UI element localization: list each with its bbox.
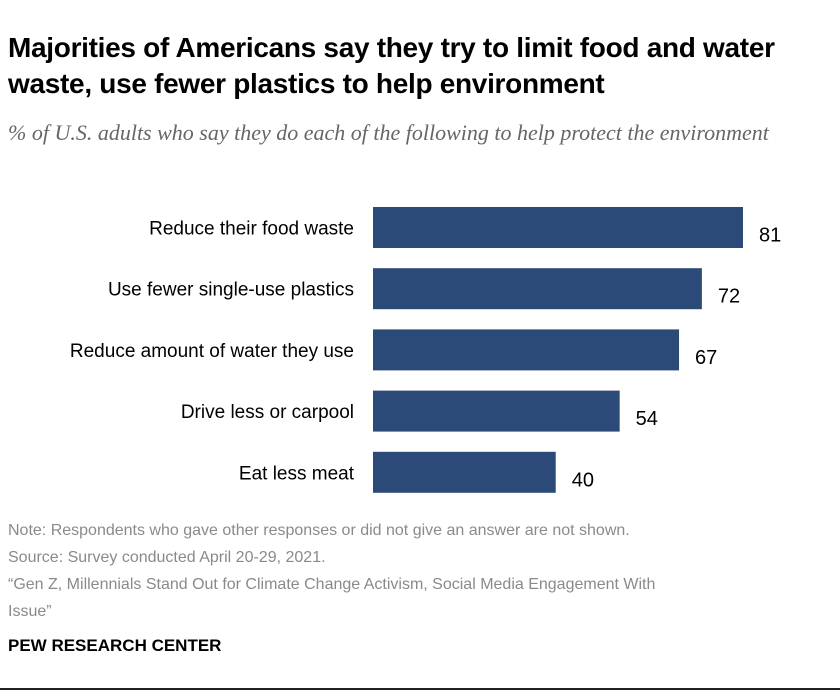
- category-label: Use fewer single-use plastics: [108, 280, 354, 301]
- category-label: Reduce their food waste: [149, 219, 354, 240]
- category-label: Drive less or carpool: [181, 402, 354, 423]
- category-label: Reduce amount of water they use: [70, 341, 354, 362]
- source-text: Source: Survey conducted April 20-29, 20…: [8, 549, 326, 566]
- bar: [373, 268, 702, 310]
- value-label: 81: [759, 225, 781, 247]
- pew-logo-text: PEW RESEARCH CENTER: [8, 636, 222, 655]
- report-title-line2: Issue”: [8, 603, 52, 620]
- value-label: 67: [695, 347, 717, 369]
- bar: [373, 390, 620, 432]
- note-text: Note: Respondents who gave other respons…: [8, 522, 630, 539]
- value-label: 54: [636, 408, 658, 430]
- category-label: Eat less meat: [239, 463, 355, 484]
- bar: [373, 329, 680, 371]
- chart-title: Majorities of Americans say they try to …: [8, 32, 775, 99]
- bar: [373, 207, 743, 248]
- notes: Note: Respondents who gave other respons…: [8, 517, 833, 625]
- report-title-line1: “Gen Z, Millennials Stand Out for Climat…: [8, 576, 656, 593]
- bottom-divider: [0, 688, 840, 690]
- bar: [373, 451, 556, 493]
- chart-subtitle: % of U.S. adults who say they do each of…: [8, 120, 769, 145]
- value-label: 40: [572, 469, 594, 491]
- bar-chart: Reduce their food waste 81 Use fewer singl…: [70, 207, 781, 493]
- value-label: 72: [718, 286, 740, 308]
